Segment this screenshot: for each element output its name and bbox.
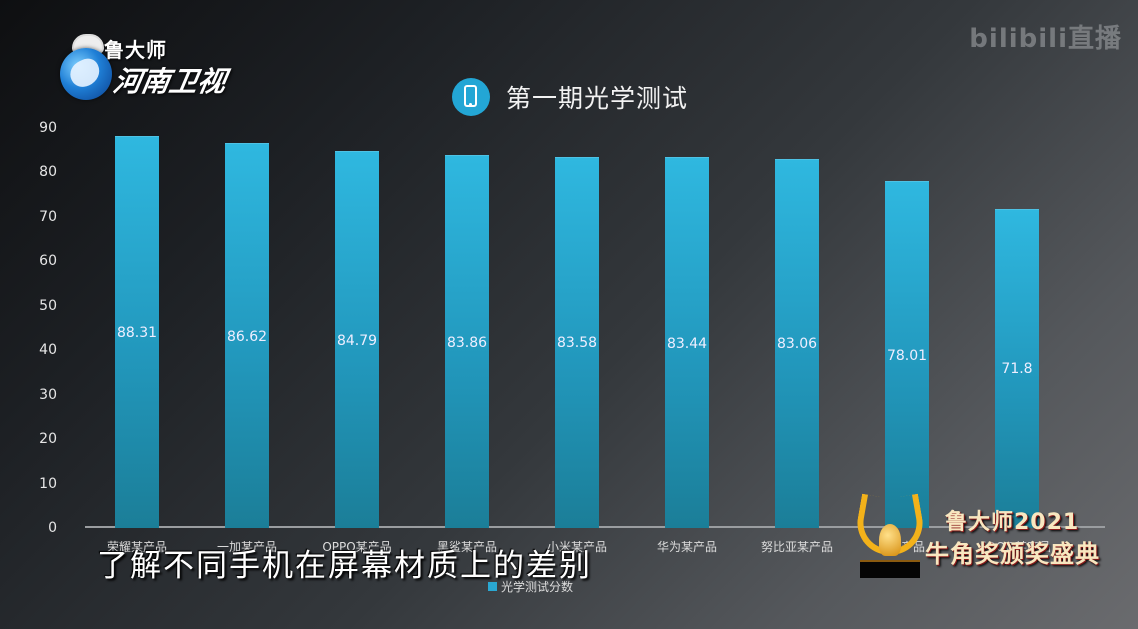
- bar-value-label: 83.44: [666, 335, 708, 352]
- chart-header: 第一期光学测试: [452, 77, 688, 117]
- y-tick-label: 30: [39, 386, 57, 403]
- award-badge: 鲁大师2021 牛角奖颁奖盛典: [852, 493, 1138, 584]
- y-tick-label: 90: [39, 120, 57, 136]
- y-tick-label: 10: [39, 475, 57, 492]
- bar: 71.8: [995, 208, 1039, 528]
- legend-swatch: [488, 582, 497, 591]
- bilibili-watermark: bilibili直播: [969, 24, 1122, 54]
- x-tick-label: OPPO某产品: [322, 540, 392, 554]
- award-subtitle: 牛角奖颁奖盛典: [925, 540, 1100, 568]
- logo-main-text: 河南卫视: [110, 65, 229, 98]
- x-tick-label: 一加某产品: [216, 540, 277, 554]
- bar-value-label: 83.06: [776, 336, 818, 353]
- x-tick-label: 黑鲨某产品: [436, 540, 497, 554]
- chart-legend: 光学测试分数: [488, 578, 573, 595]
- bar-value-label: 83.58: [556, 335, 598, 352]
- y-tick-label: 50: [39, 297, 57, 314]
- x-tick-label: iQOO某产品: [983, 540, 1051, 554]
- bar-value-label: 86.62: [226, 328, 268, 345]
- bar-value-label: 71.8: [1001, 361, 1033, 378]
- y-tick-label: 60: [39, 253, 57, 270]
- logo-top-text: 鲁大师: [104, 38, 167, 62]
- henan-tv-logo: 鲁大师 河南卫视: [58, 30, 238, 100]
- bar-value-label: 83.86: [446, 334, 488, 351]
- y-tick-label: 0: [48, 520, 57, 536]
- x-tick-label: 华为某产品: [656, 540, 717, 554]
- bar: 83.44: [665, 157, 709, 528]
- trophy-icon: [852, 493, 928, 579]
- x-tick-label: 努比亚某产品: [760, 540, 833, 554]
- y-tick-label: 20: [39, 431, 57, 448]
- x-tick-label: 小米某产品: [546, 540, 607, 554]
- legend-label: 光学测试分数: [501, 580, 574, 594]
- y-tick-label: 80: [39, 164, 57, 181]
- bar: 78.01: [885, 181, 929, 528]
- award-title: 鲁大师2021: [945, 510, 1080, 535]
- bar: 83.58: [555, 156, 599, 528]
- bar-value-label: 88.31: [116, 324, 158, 341]
- bar: 83.06: [775, 158, 819, 528]
- bar-value-label: 78.01: [886, 347, 928, 364]
- globe-icon: [60, 48, 112, 100]
- bar-chart: 0 10 20 30 40 50 60 70 80 90 88.31 荣耀某产品 86.62 一加某产品 8…: [39, 120, 1105, 554]
- bar-value-label: 84.79: [336, 332, 378, 349]
- video-subtitle: 了解不同手机在屏幕材质上的差别: [97, 548, 592, 584]
- chart-title: 第一期光学测试: [506, 84, 689, 113]
- y-tick-label: 40: [39, 342, 57, 359]
- bar: 83.86: [445, 155, 489, 528]
- bar: 86.62: [225, 143, 269, 528]
- bar: 84.79: [335, 151, 379, 528]
- phone-icon: [452, 78, 490, 116]
- bar: 88.31: [115, 135, 159, 528]
- x-tick-label: 荣耀某产品: [106, 540, 167, 554]
- y-tick-label: 70: [39, 208, 57, 225]
